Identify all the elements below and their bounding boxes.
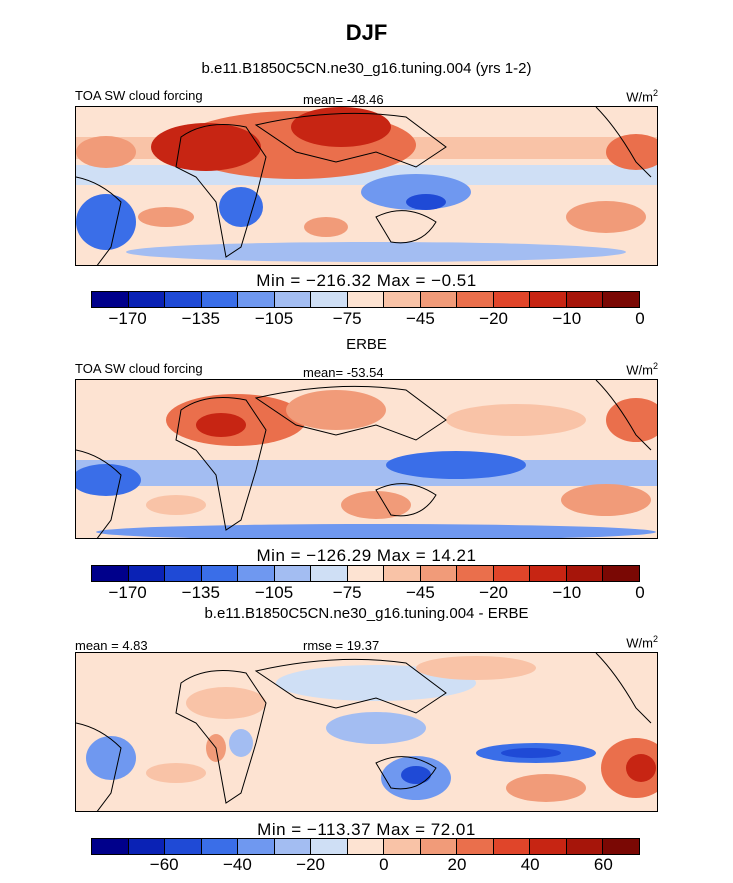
colorbar-segment — [384, 566, 421, 581]
colorbar-segment — [566, 839, 604, 854]
colorbar-segment — [566, 566, 604, 581]
panel3-mean-label: mean = 4.83 — [75, 638, 148, 653]
panel2-colorbar — [91, 565, 640, 582]
colorbar-segment — [603, 839, 639, 854]
colorbar-segment — [603, 566, 639, 581]
colorbar-tick-label: −20 — [479, 583, 509, 602]
colorbar-tick-label: −105 — [254, 583, 294, 602]
colorbar-segment — [603, 292, 639, 307]
colorbar-tick-label: −170 — [108, 309, 147, 328]
colorbar-tick-label: 0 — [635, 309, 645, 328]
colorbar-tick-label: −20 — [479, 309, 509, 328]
colorbar-segment — [457, 292, 494, 307]
colorbar-segment — [384, 839, 421, 854]
colorbar-segment — [165, 566, 202, 581]
colorbar-segment — [420, 292, 458, 307]
colorbar-segment — [165, 292, 202, 307]
colorbar-tick-label: −10 — [552, 309, 582, 328]
colorbar-segment — [201, 839, 239, 854]
panel1-minmax: Min = −216.32 Max = −0.51 — [256, 271, 477, 290]
colorbar-tick-label: −40 — [222, 855, 252, 874]
colorbar-tick-label: −20 — [296, 855, 326, 874]
colorbar-segment — [92, 292, 129, 307]
colorbar-tick-label: 40 — [520, 855, 540, 874]
colorbar-segment — [420, 566, 458, 581]
panel3-rmse-label: rmse = 19.37 — [303, 638, 380, 653]
panel1-colorbar-ticks: −170 −135 −105 −75 −45 −20 −10 0 — [91, 309, 644, 329]
colorbar-segment — [92, 566, 129, 581]
panel2-minmax: Min = −126.29 Max = 14.21 — [256, 546, 477, 565]
colorbar-segment — [201, 292, 239, 307]
colorbar-tick-label: −75 — [332, 583, 362, 602]
colorbar-tick-label: −60 — [149, 855, 179, 874]
colorbar-segment — [92, 839, 129, 854]
panel2-field-label: TOA SW cloud forcing — [75, 361, 203, 376]
colorbar-segment — [530, 839, 567, 854]
colorbar-segment — [493, 839, 531, 854]
colorbar-tick-label: 0 — [635, 583, 645, 602]
colorbar-tick-label: −170 — [108, 583, 147, 602]
panel3-title: b.e11.B1850C5CN.ne30_g16.tuning.004 - ER… — [204, 605, 529, 622]
panel3-units: W/m2 — [626, 634, 658, 651]
colorbar-tick-label: −135 — [181, 309, 220, 328]
panel1-title: b.e11.B1850C5CN.ne30_g16.tuning.004 (yrs… — [201, 60, 532, 77]
colorbar-segment — [384, 292, 421, 307]
panel2-colorbar-ticks: −170 −135 −105 −75 −45 −20 −10 0 — [91, 583, 644, 603]
panel1-map — [75, 106, 658, 266]
colorbar-segment — [457, 839, 494, 854]
colorbar-tick-label: 60 — [593, 855, 613, 874]
colorbar-segment — [274, 839, 312, 854]
colorbar-segment — [128, 839, 166, 854]
colorbar-tick-label: −45 — [405, 309, 435, 328]
panel1-colorbar — [91, 291, 640, 308]
colorbar-segment — [201, 566, 239, 581]
colorbar-tick-label: −105 — [254, 309, 294, 328]
colorbar-tick-label: 0 — [379, 855, 389, 874]
panel2-map-svg — [76, 380, 657, 538]
panel1-field-label: TOA SW cloud forcing — [75, 88, 203, 103]
panel2-map — [75, 379, 658, 539]
colorbar-segment — [238, 292, 275, 307]
panel1-units: W/m2 — [626, 88, 658, 105]
colorbar-segment — [530, 292, 567, 307]
panel2-mean-label: mean= -53.54 — [303, 365, 384, 380]
panel1-map-svg — [76, 107, 657, 265]
colorbar-tick-label: −45 — [405, 583, 435, 602]
colorbar-tick-label: −10 — [552, 583, 582, 602]
panel3-minmax: Min = −113.37 Max = 72.01 — [257, 820, 476, 839]
colorbar-tick-label: −135 — [181, 583, 220, 602]
colorbar-segment — [493, 566, 531, 581]
panel2-title: ERBE — [346, 336, 387, 353]
panel3-colorbar-ticks: −60 −40 −20 0 20 40 60 — [91, 855, 640, 875]
panel3-colorbar — [91, 838, 640, 855]
colorbar-segment — [530, 566, 567, 581]
colorbar-segment — [128, 292, 166, 307]
colorbar-segment — [165, 839, 202, 854]
panel3-map-svg — [76, 653, 657, 811]
colorbar-segment — [238, 566, 275, 581]
panel2-units: W/m2 — [626, 361, 658, 378]
colorbar-tick-label: 20 — [447, 855, 467, 874]
colorbar-segment — [274, 292, 312, 307]
colorbar-segment — [347, 839, 385, 854]
colorbar-segment — [311, 839, 348, 854]
colorbar-segment — [347, 292, 385, 307]
colorbar-segment — [420, 839, 458, 854]
colorbar-segment — [128, 566, 166, 581]
colorbar-segment — [311, 292, 348, 307]
colorbar-segment — [493, 292, 531, 307]
panel3-map — [75, 652, 658, 812]
colorbar-segment — [238, 839, 275, 854]
colorbar-segment — [311, 566, 348, 581]
colorbar-segment — [566, 292, 604, 307]
colorbar-tick-label: −75 — [332, 309, 362, 328]
figure-title: DJF — [345, 20, 388, 45]
colorbar-segment — [274, 566, 312, 581]
colorbar-segment — [347, 566, 385, 581]
panel1-mean-label: mean= -48.46 — [303, 92, 384, 107]
colorbar-segment — [457, 566, 494, 581]
